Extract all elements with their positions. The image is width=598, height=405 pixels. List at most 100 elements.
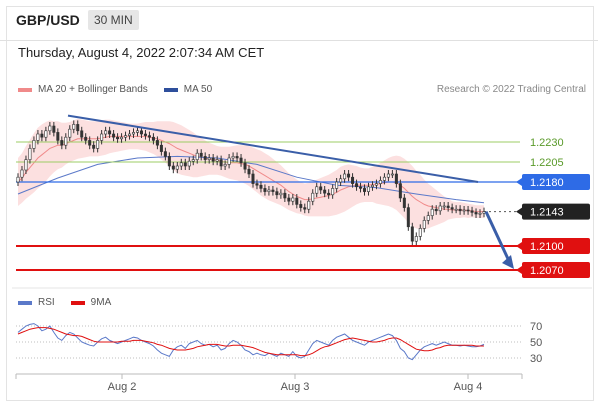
candle-body: [390, 173, 394, 176]
rsi-legend-label: RSI: [38, 297, 55, 308]
candle-body: [247, 168, 251, 175]
candle-body: [470, 210, 474, 213]
price-legend: MA 20 + Bollinger Bands MA 50: [18, 84, 212, 95]
candle-body: [96, 140, 100, 149]
x-tick-label-Aug-3: Aug 3: [281, 381, 310, 393]
forecast-arrow-line: [484, 210, 511, 262]
candle-body: [430, 208, 434, 216]
candle-body: [366, 186, 370, 192]
candle-body: [32, 140, 36, 149]
candle-body: [175, 165, 179, 170]
candle-body: [291, 197, 295, 202]
level-lines: 1.2230 1.2205 1.2180 1.2143 1.2100 1.2070: [16, 137, 590, 278]
rsi-swatch: [18, 300, 32, 305]
timeframe-badge[interactable]: 30 MIN: [88, 10, 139, 30]
candle-body: [143, 133, 147, 136]
candle-body: [446, 205, 450, 208]
candle-body: [410, 226, 414, 242]
level-label-1.2230: 1.2230: [530, 137, 564, 149]
level-label-1.2143: 1.2143: [530, 207, 564, 219]
chart-datetime: Thursday, August 4, 2022 2:07:34 AM CET: [18, 45, 265, 60]
candle-body: [179, 162, 183, 167]
rsi-panel: 70 50 30: [16, 321, 542, 365]
candle-body: [120, 136, 124, 140]
candle-body: [68, 128, 72, 138]
candle-body: [171, 165, 175, 170]
candle-body: [56, 132, 60, 141]
candle-body: [16, 176, 20, 183]
candle-body: [422, 220, 426, 229]
candle-body: [359, 186, 363, 189]
candle-body: [323, 189, 327, 194]
candle-body: [438, 205, 442, 212]
ma50-swatch: [163, 87, 178, 92]
candle-body: [235, 156, 239, 159]
candle-body: [319, 186, 323, 191]
candle-body: [418, 228, 422, 237]
candle-body: [351, 176, 355, 184]
candle-body: [48, 125, 52, 132]
candle-body: [283, 192, 287, 199]
candle-body: [355, 183, 359, 188]
candle-body: [287, 197, 291, 202]
candle-body: [203, 156, 207, 160]
ma50-legend-label: MA 50: [183, 84, 213, 95]
rsi-level-label-70: 70: [530, 321, 542, 333]
level-label-1.2205: 1.2205: [530, 157, 564, 169]
candle-body: [243, 162, 247, 170]
candle-body: [378, 180, 382, 184]
candle-body: [40, 133, 44, 138]
candle-body: [414, 236, 418, 242]
level-label-box-1.2070: [522, 262, 590, 278]
candle-body: [442, 205, 446, 208]
rsi-level-label-30: 30: [530, 353, 542, 365]
candle-body: [112, 133, 116, 138]
candle-body: [76, 124, 80, 132]
candle-body: [426, 215, 430, 221]
candle-body: [64, 136, 68, 146]
candle-body: [231, 156, 235, 159]
candle-body: [88, 140, 92, 146]
candle-body: [36, 133, 40, 141]
candle-body: [303, 207, 307, 210]
candle-body: [135, 130, 139, 133]
level-label-pointer-1.2143: [516, 207, 522, 216]
candle-body: [398, 183, 402, 199]
level-label-1.2100: 1.2100: [530, 241, 564, 253]
candle-body: [132, 132, 136, 135]
candle-body: [279, 192, 283, 196]
candle-body: [478, 212, 482, 215]
candle-body: [363, 188, 367, 192]
candle-body: [299, 204, 303, 208]
candle-body: [72, 124, 76, 130]
candle-body: [28, 148, 32, 160]
candle-body: [275, 191, 279, 196]
candle-body: [267, 189, 271, 192]
candle-body: [128, 133, 132, 136]
level-label-pointer-1.2100: [516, 242, 522, 250]
bollinger-band: [18, 118, 484, 230]
rsi-line: [17, 323, 485, 361]
candle-body: [370, 184, 374, 188]
candle-body: [159, 144, 163, 152]
x-axis: Aug 2 Aug 3 Aug 4: [15, 373, 523, 393]
candle-body: [327, 192, 331, 196]
candle-body: [191, 159, 195, 162]
candle-body: [386, 173, 390, 178]
level-label-box-1.2100: [522, 238, 590, 254]
candle-body: [374, 183, 378, 186]
rsi-ma-legend-label: 9MA: [90, 297, 112, 308]
rsi-ma-line: [17, 327, 484, 357]
candle-body: [155, 140, 159, 146]
level-label-1.2180: 1.2180: [530, 177, 564, 189]
rsi-level-label-50: 50: [530, 337, 542, 349]
candle-body: [104, 130, 108, 135]
candle-body: [307, 200, 311, 210]
ma20-legend-label: MA 20 + Bollinger Bands: [38, 84, 148, 95]
candle-body: [347, 173, 351, 178]
copyright-text: Research © 2022 Trading Central: [436, 84, 586, 95]
candle-body: [92, 144, 96, 149]
candle-body: [402, 197, 406, 208]
candle-body: [454, 208, 458, 211]
